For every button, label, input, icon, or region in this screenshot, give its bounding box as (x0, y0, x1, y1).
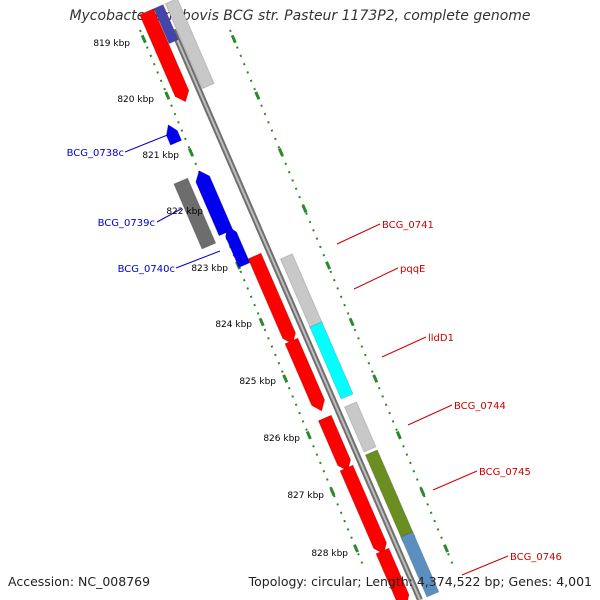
gene-label-right: BCG_0745 (479, 467, 531, 478)
ruler-tick (443, 544, 449, 553)
label-leader-line (336, 223, 381, 245)
forward-cds-feature (247, 252, 297, 345)
kbp-label: 828 kbp (311, 549, 348, 559)
gene-feature-gray (164, 0, 215, 90)
genome-summary-text: Topology: circular; Length: 4,374,522 bp… (248, 574, 592, 589)
ruler-tick (230, 34, 237, 44)
ruler-tick (277, 147, 284, 157)
right-ruler-line (229, 29, 456, 571)
gene-label-left: BCG_0739c (98, 218, 155, 229)
gene-label-right: BCG_0744 (454, 401, 506, 412)
forward-cds-feature (139, 8, 190, 103)
gene-label-right: lldD1 (428, 333, 454, 344)
gene-label-right: BCG_0741 (382, 220, 434, 231)
ruler-tick (353, 544, 359, 553)
kbp-label: 823 kbp (191, 264, 228, 274)
forward-cds-feature (284, 337, 326, 412)
reverse-cds-feature (195, 170, 234, 237)
kbp-label: 824 kbp (215, 320, 252, 330)
reverse-cds-feature (225, 225, 251, 269)
kbp-label: 822 kbp (166, 207, 203, 217)
kbp-label: 825 kbp (239, 377, 276, 387)
gene-labels: BCG_0738c BCG_0739c BCG_0740c BCG_0741 p… (67, 148, 562, 563)
label-leaders (124, 133, 509, 576)
gene-label-left: BCG_0740c (118, 264, 175, 275)
left-ruler-line (139, 29, 366, 571)
ruler-ticks (140, 34, 449, 553)
label-leader-line (353, 267, 399, 290)
ruler-tick (419, 487, 426, 497)
accession-text: Accession: NC_008769 (8, 574, 151, 589)
gene-feature-darkgray (173, 177, 217, 250)
ruler-tick (258, 317, 265, 327)
backbone-highlight (172, 29, 421, 600)
gene-label-left: BCG_0738c (67, 148, 124, 159)
ruler-tick (140, 34, 147, 44)
gene-feature-blue-top (153, 3, 179, 45)
forward-cds-feature (317, 414, 352, 472)
ruler-tick (329, 487, 336, 497)
label-leader-line (381, 336, 427, 358)
kbp-label: 819 kbp (93, 39, 130, 49)
kbp-label: 820 kbp (117, 95, 154, 105)
ruler-tick (254, 91, 261, 100)
label-leader-line (124, 133, 171, 153)
kbp-label: 827 kbp (287, 491, 324, 501)
ruler-tick (395, 430, 402, 440)
ruler-tick (187, 147, 194, 157)
gene-features (139, 0, 440, 600)
label-leader-line (432, 470, 478, 491)
kbp-label: 821 kbp (142, 151, 179, 161)
ruler-tick (348, 317, 355, 327)
gene-label-right: pqqE (400, 264, 425, 275)
label-leader-line (461, 555, 509, 576)
gene-feature-gray (343, 401, 377, 453)
ruler-tick (325, 261, 332, 270)
forward-cds-feature (339, 464, 388, 555)
forward-cds-feature (375, 547, 410, 600)
gene-label-right: BCG_0746 (510, 552, 562, 563)
reverse-cds-feature (165, 123, 183, 146)
label-leader-line (407, 404, 453, 426)
label-leader-line (175, 250, 221, 269)
gene-feature-cyan (309, 321, 354, 400)
kbp-labels: 819 kbp 820 kbp 821 kbp 822 kbp 823 kbp … (93, 39, 348, 559)
label-leader-line (156, 208, 182, 223)
kbp-label: 826 kbp (263, 434, 300, 444)
ruler-tick (301, 204, 308, 214)
ruler-tick (164, 91, 171, 100)
ruler-tick (282, 374, 289, 383)
ruler-tick (372, 374, 379, 383)
gene-feature-steel (400, 531, 440, 598)
ruler-tick (305, 430, 312, 440)
